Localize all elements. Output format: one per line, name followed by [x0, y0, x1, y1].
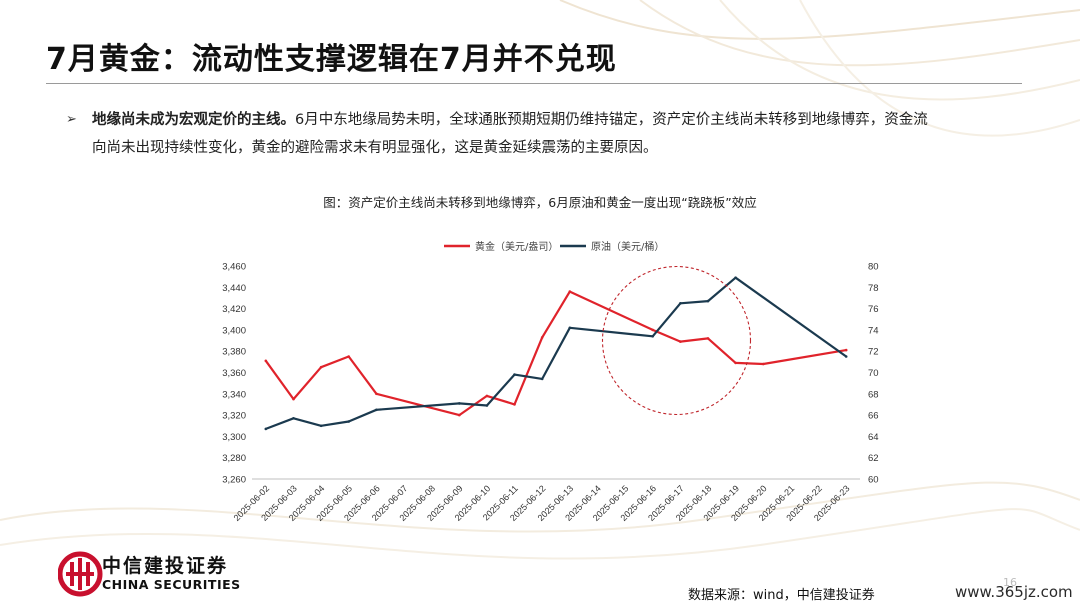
gold-series-point [513, 403, 516, 406]
page-number: 16 [1003, 576, 1017, 589]
oil-series-point [540, 377, 544, 381]
oil-series-point [844, 355, 848, 358]
legend-gold-label: 黄金（美元/盎司） [475, 240, 558, 253]
y-right-tick-label: 62 [868, 453, 879, 464]
oil-series-point [347, 420, 351, 423]
y-right-tick-label: 70 [868, 368, 879, 379]
oil-series-point [458, 402, 461, 405]
gold-series-point [292, 397, 295, 401]
y-right-tick-label: 72 [868, 347, 879, 358]
bullet-body-line2: 向尚未出现持续性变化，黄金的避险需求未有明显强化，这是黄金延续震荡的主要原因。 [92, 140, 658, 156]
oil-series-line [265, 276, 847, 430]
y-left-tick-label: 3,340 [222, 389, 246, 400]
y-left-tick-label: 3,460 [222, 262, 246, 273]
y-left-tick-label: 3,300 [222, 432, 246, 443]
oil-series-point [568, 326, 572, 330]
logo-chinese-name: 中信建投证券 [102, 555, 229, 577]
y-right-tick-label: 78 [868, 283, 879, 294]
oil-series-point [319, 424, 323, 428]
gold-series-point [568, 290, 572, 293]
title-divider [46, 83, 1022, 84]
oil-series-point [679, 302, 682, 305]
gold-series-point [706, 337, 710, 340]
data-source: 数据来源：wind，中信建投证券 [688, 588, 875, 603]
y-left-tick-label: 3,440 [222, 283, 246, 294]
y-left-tick-label: 3,380 [222, 347, 246, 358]
oil-series-point [513, 373, 516, 376]
y-left-tick-label: 3,420 [222, 304, 246, 315]
gold-series-point [844, 348, 848, 352]
y-right-tick-label: 68 [868, 389, 879, 400]
gold-series-point [734, 361, 737, 365]
oil-series-point [292, 417, 295, 420]
gold-series-point [319, 365, 323, 369]
oil-series-point [734, 276, 737, 280]
y-right-tick-label: 60 [868, 475, 879, 486]
oil-series-point [651, 335, 654, 338]
y-right-tick-label: 64 [868, 432, 879, 443]
oil-series-point [264, 427, 268, 431]
y-left-tick-label: 3,260 [222, 475, 246, 486]
gold-series-line [264, 290, 847, 417]
logo-english-name: CHINA SECURITIES [102, 577, 241, 592]
chart-caption: 图：资产定价主线尚未转移到地缘博弈，6月原油和黄金一度出现“跷跷板”效应 [323, 195, 757, 210]
y-left-tick-label: 3,400 [222, 325, 246, 336]
y-right-tick-label: 76 [868, 304, 879, 315]
annotation-dashed-circle [601, 265, 752, 416]
gold-series-point [347, 355, 351, 358]
y-right-tick-label: 74 [868, 325, 879, 336]
china-securities-logo [58, 551, 103, 597]
gold-series-point [375, 392, 378, 396]
gold-series-point [762, 362, 765, 366]
page-title: 7月黄金：流动性支撑逻辑在7月并不兑现 [46, 42, 617, 77]
bullet-lead: 地缘尚未成为宏观定价的主线。 [92, 112, 295, 128]
oil-series-point [706, 299, 710, 303]
bullet-paragraph: 地缘尚未成为宏观定价的主线。6月中东地缘局势未明，全球通胀预期短期仍维持锚定，资… [92, 106, 1022, 162]
oil-series-point [375, 408, 378, 412]
y-left-tick-label: 3,280 [222, 453, 246, 464]
y-right-tick-label: 66 [868, 411, 879, 422]
gold-series-point [651, 328, 654, 332]
watermark: www.365jz.com [955, 583, 1073, 601]
gold-series-point [458, 413, 461, 417]
y-right-tick-label: 80 [868, 262, 879, 273]
bullet-body-line1: 6月中东地缘局势未明，全球通胀预期短期仍维持锚定，资产定价主线尚未转移到地缘博弈… [295, 112, 928, 128]
gold-series-point [540, 336, 544, 339]
bullet-arrow-icon: ➢ [66, 112, 77, 127]
gold-series-point [485, 394, 489, 398]
gold-series-point [264, 359, 268, 363]
y-left-tick-label: 3,320 [222, 411, 246, 422]
y-left-tick-label: 3,360 [222, 368, 246, 379]
legend-oil-label: 原油（美元/桶） [591, 240, 664, 253]
gold-series-point [679, 340, 682, 343]
oil-series-point [485, 404, 489, 407]
